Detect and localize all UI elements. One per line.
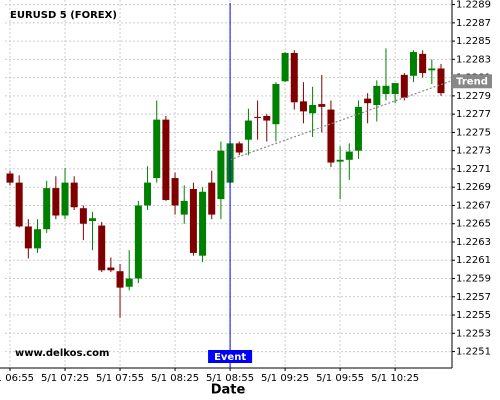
candle-body — [345, 151, 353, 160]
candle-body — [189, 189, 197, 253]
y-tick-label: 1.2277 — [456, 109, 491, 120]
candle-body — [125, 278, 133, 287]
candle-body — [364, 98, 372, 104]
trend-line — [229, 80, 451, 161]
candle-body — [180, 200, 188, 215]
candle-body — [134, 205, 142, 279]
x-tick-label: 5/1 08:55 — [206, 373, 254, 384]
candle-body — [373, 85, 381, 106]
candle-body — [153, 119, 161, 179]
candle-body — [327, 109, 335, 163]
candle-body — [144, 182, 152, 206]
y-tick-label: 1.2285 — [456, 36, 491, 47]
y-tick-label: 1.2265 — [456, 219, 491, 230]
x-tick-label: 5/1 07:55 — [96, 373, 144, 384]
candle-body — [217, 150, 225, 200]
candle-body — [309, 105, 317, 114]
event-label: Event — [214, 352, 246, 363]
y-tick-label: 1.2269 — [456, 182, 491, 193]
trend-label: Trend — [456, 76, 488, 87]
trend-label-box — [452, 74, 492, 89]
y-tick-label: 1.2275 — [456, 127, 491, 138]
watermark: www.delkos.com — [15, 348, 109, 359]
candle-body — [6, 173, 14, 183]
candle-body — [43, 188, 51, 230]
candle-body — [281, 52, 289, 82]
candle-body — [336, 159, 344, 162]
candle-body — [263, 115, 271, 121]
candle-body — [290, 52, 298, 103]
x-tick-label: 5/1 07:25 — [41, 373, 89, 384]
y-tick-label: 1.2251 — [456, 347, 491, 358]
y-tick-label: 1.2283 — [456, 54, 491, 65]
candle-body — [391, 83, 399, 95]
candle-body — [15, 182, 23, 227]
x-tick-label: 5/1 08:25 — [151, 373, 199, 384]
y-tick-label: 1.2271 — [456, 164, 491, 175]
candle-body — [208, 182, 216, 215]
y-tick-label: 1.2259 — [456, 274, 491, 285]
y-tick-label: 1.2261 — [456, 255, 491, 266]
candle-body — [70, 182, 78, 208]
y-tick-label: 1.2255 — [456, 310, 491, 321]
candle-body — [400, 74, 408, 98]
candle-body — [24, 226, 32, 249]
candle-body — [254, 116, 262, 118]
y-tick-label: 1.2287 — [456, 18, 491, 29]
y-tick-label: 1.2267 — [456, 200, 491, 211]
candle-body — [235, 143, 243, 153]
candle-body — [61, 182, 69, 216]
y-tick-label: 1.2257 — [456, 292, 491, 303]
candle-body — [428, 68, 436, 71]
candle-body — [354, 106, 362, 151]
x-tick-label: 5/1 09:55 — [316, 373, 364, 384]
candle-body — [318, 104, 326, 107]
candle-body — [244, 120, 252, 140]
candle-body — [409, 52, 417, 76]
x-tick-label: 5/1 06:55 — [0, 373, 34, 384]
candle-body — [116, 271, 124, 288]
y-tick-label: 1.2273 — [456, 146, 491, 157]
x-tick-label: 5/1 10:25 — [371, 373, 419, 384]
candle-body — [52, 188, 60, 216]
candle-body — [162, 119, 170, 200]
y-tick-label: 1.2279 — [456, 91, 491, 102]
candle-body — [89, 218, 97, 221]
candle-body — [299, 101, 307, 112]
candle-body — [98, 225, 106, 271]
candle-body — [199, 191, 207, 256]
candle-body — [34, 229, 42, 249]
candle-body — [272, 84, 280, 125]
candle-body — [419, 53, 427, 74]
x-tick-label: 5/1 09:25 — [261, 373, 309, 384]
chart-title: EURUSD 5 (FOREX) — [10, 10, 117, 21]
marks — [6, 48, 445, 318]
candle-body — [107, 267, 115, 271]
candle-body — [437, 68, 445, 94]
y-tick-label: 1.2289 — [456, 0, 491, 11]
candle-body — [382, 85, 390, 95]
x-axis-title: Date — [211, 383, 246, 398]
candle-body — [171, 178, 179, 206]
y-tick-label: 1.2253 — [456, 328, 491, 339]
event-label-box — [208, 350, 253, 363]
candle-body — [79, 208, 87, 224]
y-tick-label: 1.2263 — [456, 237, 491, 248]
